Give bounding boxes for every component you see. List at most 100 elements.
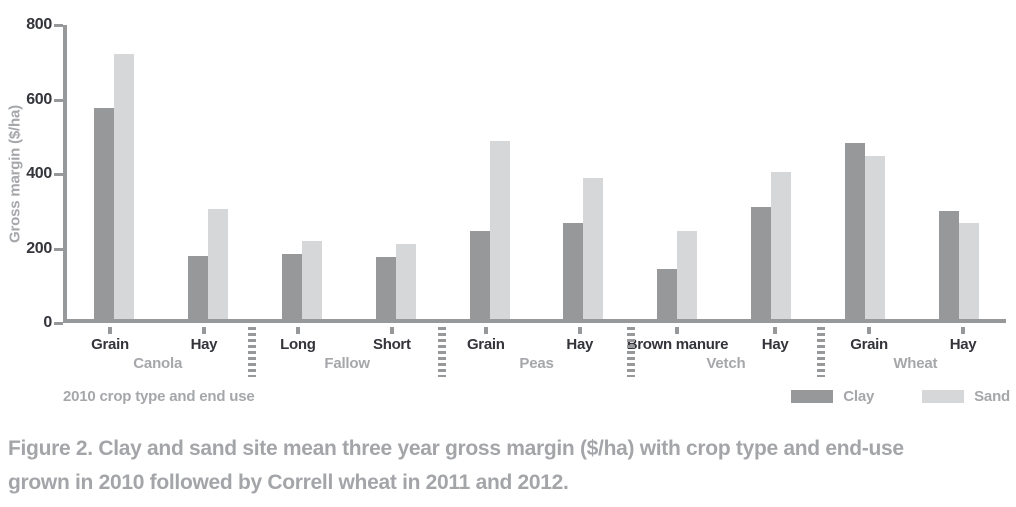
plot-area (63, 25, 1006, 323)
legend-swatch-sand (922, 389, 965, 403)
y-tick-label-600: 600 (26, 90, 52, 108)
x-tick-mark (577, 327, 582, 334)
category-label-cell-hay: Hay (533, 327, 627, 355)
category-label-grain: Grain (91, 336, 129, 353)
bar-pair-canola-grain (67, 25, 161, 319)
group-label-vetch: Vetch (706, 355, 746, 372)
bar-pair-wheat-grain (818, 25, 912, 319)
bar-group-canola (67, 25, 255, 319)
bar-clay-peas-hay (563, 222, 584, 319)
bar-clay-canola-hay (187, 255, 208, 319)
group-separator (816, 327, 825, 377)
x-tick-mark (483, 327, 488, 334)
x-tick-mark (389, 327, 394, 334)
group-separator (248, 327, 257, 377)
x-tick-mark (961, 327, 966, 334)
x-tick-mark (867, 327, 872, 334)
category-label-cell-hay: Hay (916, 327, 1010, 355)
group-label-fallow: Fallow (324, 355, 370, 372)
legend: Clay Sand (743, 388, 1010, 405)
bar-sand-fallow-short (395, 243, 416, 319)
group-separator (437, 327, 446, 377)
bar-pair-vetch-hay (724, 25, 818, 319)
legend-item-sand: Sand (922, 388, 1010, 405)
caption-line-2: grown in 2010 followed by Correll wheat … (8, 471, 569, 494)
bar-clay-vetch-brown-manure (657, 269, 678, 319)
category-label-hay: Hay (566, 336, 594, 353)
category-label-cell-grain: Grain (439, 327, 533, 355)
category-label-cell-long: Long (251, 327, 345, 355)
bar-pair-canola-hay (161, 25, 255, 319)
bar-clay-fallow-long (281, 254, 302, 319)
group-label-row: Canola Fallow Peas Vetch Wheat (63, 355, 1010, 377)
chart-footer-row: 2010 crop type and end use Clay Sand (63, 386, 1010, 406)
x-tick-mark (295, 327, 300, 334)
category-label-row: Grain Hay Long Short Grain Hay Brown manure Hay… (63, 327, 1010, 355)
bar-sand-canola-grain (113, 54, 134, 319)
group-label-wheat: Wheat (893, 355, 938, 372)
legend-label-sand: Sand (974, 387, 1010, 405)
bar-sand-canola-hay (207, 208, 228, 319)
bar-clay-vetch-hay (751, 206, 772, 319)
bar-pair-fallow-long (255, 25, 349, 319)
bar-sand-vetch-hay (771, 172, 792, 319)
category-label-cell-hay: Hay (728, 327, 822, 355)
category-label-short: Short (373, 336, 411, 353)
category-label-cell-grain: Grain (822, 327, 916, 355)
y-tick-mark-400 (54, 173, 63, 176)
category-label-cell-short: Short (345, 327, 439, 355)
category-label-grain: Grain (850, 336, 888, 353)
y-tick-label-0: 0 (43, 314, 52, 331)
category-label-hay: Hay (190, 336, 218, 353)
category-label-hay: Hay (949, 336, 977, 353)
category-label-brown-manure: Brown manure (626, 336, 729, 353)
bar-clay-canola-grain (93, 107, 114, 319)
y-tick-label-200: 200 (26, 239, 52, 257)
figure-caption: Figure 2. Clay and sand site mean three … (8, 432, 1008, 500)
bar-pair-vetch-brown-manure (630, 25, 724, 319)
y-tick-mark-0 (54, 322, 63, 325)
bar-clay-peas-grain (469, 230, 490, 319)
bar-group-fallow (255, 25, 443, 319)
x-tick-mark (773, 327, 778, 334)
x-tick-mark (201, 327, 206, 334)
category-label-cell-grain: Grain (63, 327, 157, 355)
bar-clay-fallow-short (375, 256, 396, 319)
bar-pair-peas-grain (443, 25, 537, 319)
bar-pair-peas-hay (537, 25, 631, 319)
y-tick-mark-200 (54, 247, 63, 251)
bar-sand-peas-grain (489, 140, 510, 319)
legend-label-clay: Clay (843, 387, 875, 405)
bar-pair-wheat-hay (912, 25, 1006, 319)
gross-margin-bar-chart: Gross margin ($/ha) 800 600 400 200 0 Grain H… (7, 16, 1011, 406)
caption-line-1: Figure 2. Clay and sand site mean three … (8, 437, 904, 460)
bar-group-wheat (818, 25, 1006, 319)
group-separator (627, 327, 636, 377)
category-label-cell-brown-manure: Brown manure (627, 327, 728, 355)
bar-sand-vetch-brown-manure (677, 230, 698, 319)
group-label-peas: Peas (519, 355, 554, 372)
x-tick-mark (675, 327, 680, 334)
bar-sand-wheat-grain (865, 156, 886, 319)
bar-sand-wheat-hay (959, 223, 980, 319)
legend-swatch-clay (791, 389, 834, 403)
bar-group-peas (443, 25, 631, 319)
bar-pair-fallow-short (349, 25, 443, 319)
y-tick-mark-600 (54, 98, 63, 102)
x-axis-title: 2010 crop type and end use (63, 387, 255, 405)
y-tick-label-800: 800 (26, 16, 52, 33)
bar-clay-wheat-hay (939, 210, 960, 319)
y-tick-mark-800 (54, 24, 63, 27)
bar-group-vetch (630, 25, 818, 319)
bar-clay-wheat-grain (845, 142, 866, 319)
category-label-cell-hay: Hay (157, 327, 251, 355)
category-label-grain: Grain (466, 336, 505, 353)
bar-sand-peas-hay (583, 177, 604, 319)
group-label-canola: Canola (133, 355, 183, 372)
x-tick-mark (107, 327, 112, 334)
x-axis-labels: Grain Hay Long Short Grain Hay Brown manure Hay… (63, 327, 1010, 377)
category-label-long: Long (280, 336, 316, 353)
y-tick-label-400: 400 (26, 165, 52, 182)
bar-sand-fallow-long (301, 241, 322, 319)
